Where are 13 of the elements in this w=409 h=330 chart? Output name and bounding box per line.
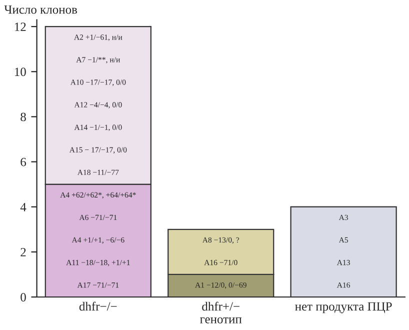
y-tick-label: 4 [20,202,26,212]
y-tick-label: 2 [20,248,26,256]
y-tick-label: 10 [14,68,26,76]
y-tick-label: 8 [20,112,26,122]
x-tick-label: dhfr−/− [79,302,117,311]
y-tick-label: 6 [20,158,26,166]
x-axis-title: генотип [200,317,242,324]
y-tick-label: 12 [14,22,26,31]
bar [290,206,397,297]
x-tick-label: dhfr+/− [202,302,240,311]
y-tick-label: 0 [20,293,26,302]
y-axis-title: Число клонов [4,5,78,14]
x-tick-label: нет продукта ПЦР [295,302,392,314]
